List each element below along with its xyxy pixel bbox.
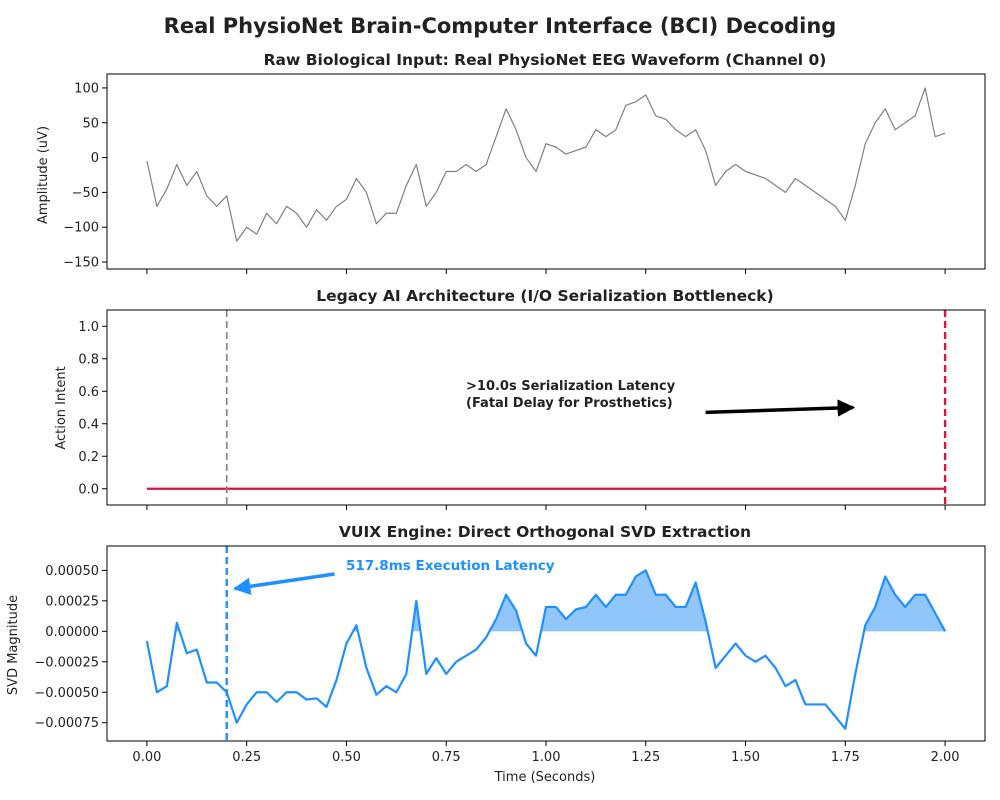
eeg-y-tick-label-1: −100 xyxy=(63,221,99,236)
eeg-y-tick-label-0: −150 xyxy=(63,256,99,271)
vuix-y-tick-label-5: 0.00050 xyxy=(45,564,99,579)
vuix-panel-title: VUIX Engine: Direct Orthogonal SVD Extra… xyxy=(339,523,751,541)
eeg-y-tick-label-5: 100 xyxy=(74,81,99,96)
vuix-x-tick-label-2: 0.50 xyxy=(332,750,361,765)
eeg-axes-frame xyxy=(106,73,986,270)
vuix-panel: VUIX Engine: Direct Orthogonal SVD Extra… xyxy=(6,523,986,785)
legacy-y-axis-label: Action Intent xyxy=(54,366,69,449)
legacy-plot-area: 0.0 0.2 0.4 0.6 0.8 1.0 xyxy=(78,309,986,510)
legacy-panel-title: Legacy AI Architecture (I/O Serializatio… xyxy=(316,287,773,305)
vuix-x-tick-label-0: 0.00 xyxy=(132,750,161,765)
eeg-plot-area: −150 −100 −50 0 50 100 xyxy=(63,73,986,274)
eeg-panel: Raw Biological Input: Real PhysioNet EEG… xyxy=(36,51,986,274)
legacy-y-tick-label-1: 0.2 xyxy=(78,450,99,465)
eeg-y-axis-label: Amplitude (uV) xyxy=(36,126,51,224)
vuix-annotation-arrow xyxy=(232,572,335,596)
vuix-plot-area: 0.00 0.25 0.50 0.75 1.00 1.25 1.50 1.75 2.00 −0.0… xyxy=(34,545,986,765)
vuix-annotation: 517.8ms Execution Latency xyxy=(346,558,555,574)
legacy-panel: Legacy AI Architecture (I/O Serializatio… xyxy=(54,287,986,510)
legacy-annotation-line-2: (Fatal Delay for Prosthetics) xyxy=(466,396,673,411)
legacy-y-tick-label-4: 0.8 xyxy=(78,352,99,367)
vuix-y-tick-label-4: 0.00025 xyxy=(45,594,99,609)
vuix-axes-frame xyxy=(106,545,986,742)
vuix-x-axis-label: Time (Seconds) xyxy=(494,770,596,785)
vuix-x-tick-label-1: 0.25 xyxy=(232,750,261,765)
eeg-y-tick-label-3: 0 xyxy=(91,151,99,166)
vuix-y-tick-label-1: −0.00050 xyxy=(34,686,99,701)
legacy-annotation-arrow xyxy=(705,399,856,417)
legacy-annotation-line-1: >10.0s Serialization Latency xyxy=(466,379,676,394)
eeg-panel-title: Raw Biological Input: Real PhysioNet EEG… xyxy=(264,51,827,69)
vuix-y-axis-label: SVD Magnitude xyxy=(6,595,21,695)
eeg-y-tick-label-2: −50 xyxy=(72,186,99,201)
figure-title: Real PhysioNet Brain-Computer Interface … xyxy=(164,14,837,38)
vuix-x-tick-label-4: 1.00 xyxy=(532,750,561,765)
legacy-y-tick-label-5: 1.0 xyxy=(78,320,99,335)
vuix-x-tick-label-3: 0.75 xyxy=(432,750,461,765)
vuix-y-tick-label-3: 0.00000 xyxy=(45,625,99,640)
vuix-series-line-0 xyxy=(145,569,947,730)
vuix-x-tick-label-8: 2.00 xyxy=(931,750,960,765)
vuix-positive-fill xyxy=(175,570,946,632)
legacy-y-tick-label-2: 0.4 xyxy=(78,417,99,432)
vuix-x-tick-label-7: 1.75 xyxy=(831,750,860,765)
legacy-y-tick-label-0: 0.0 xyxy=(78,482,99,497)
legacy-y-tick-label-3: 0.6 xyxy=(78,385,99,400)
vuix-y-tick-label-0: −0.00075 xyxy=(34,716,99,731)
vuix-x-tick-label-5: 1.25 xyxy=(631,750,660,765)
eeg-y-tick-label-4: 50 xyxy=(82,116,99,131)
vuix-y-tick-label-2: −0.00025 xyxy=(34,655,99,670)
vuix-x-tick-label-6: 1.50 xyxy=(731,750,760,765)
eeg-series-line-0 xyxy=(146,87,946,242)
